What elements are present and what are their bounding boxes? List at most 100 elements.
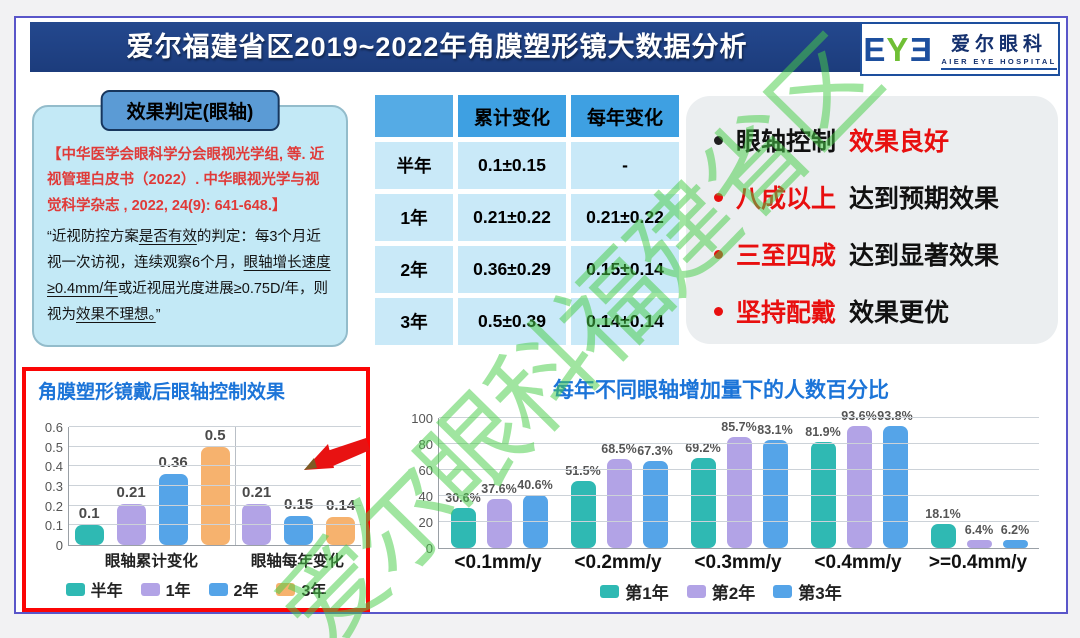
legend-item: 半年 [65, 577, 123, 601]
bar-value-label: 0.1 [78, 505, 100, 523]
y-tick-label: 0.1 [44, 518, 63, 534]
bar-group: 81.9%93.6%93.8% [799, 409, 919, 548]
bar: 18.1% [925, 507, 961, 548]
finding-item: 三至四成 达到显著效果 [714, 236, 1048, 272]
citation-part: 【中华医学会眼科学分会眼视光学组, 等. [47, 147, 310, 163]
legend-label: 第1年 [625, 584, 669, 603]
slide-title: 爱尔福建省区2019~2022年角膜塑形镜大数据分析 [126, 32, 748, 62]
criteria-header: 效果判定(眼轴) [100, 90, 280, 131]
bar: 93.6% [841, 409, 877, 548]
bar-group: 0.1 0.21 0.36 0.5 [69, 427, 235, 545]
legend-label: 1年 [165, 583, 191, 600]
table-value-cell: 0.21±0.22 [458, 194, 566, 241]
quote-text: “近视防控方案是否有效的判定：每3个月近视一次访视，连续观察6个月，眼轴增长速度… [47, 225, 333, 328]
y-tick-label: 0.4 [44, 459, 63, 475]
quote-part: 或近视屈光度进展≥0.75D/年，则视为 [47, 280, 328, 323]
findings-list: 眼轴控制 效果良好 八成以上 达到预期效果 三至四成 达到显著效果 坚持配戴 效果更优 [714, 122, 1048, 329]
y-tick-label: 40 [418, 489, 433, 504]
red-arrow-icon [304, 438, 370, 470]
bar: 85.7% [721, 420, 757, 548]
bar-value-label: 0.5 [204, 426, 226, 444]
category-label: <0.2mm/y [574, 552, 662, 573]
finding-item: 八成以上 达到预期效果 [714, 179, 1048, 215]
quote-part: 眼轴增长速度≥0.4mm/年 [47, 254, 331, 297]
bar-value-label: 0.21 [242, 483, 272, 501]
table-rowlabel-cell: 半年 [375, 142, 453, 189]
summary-table: 累计变化 每年变化 半年 0.1±0.15-1年 0.21±0.22 0.21±0.22 2… [370, 90, 684, 350]
bar-group: 18.1% 6.4% 6.2% [919, 418, 1039, 548]
category-label: <0.4mm/y [814, 552, 902, 573]
bar-value-label: 37.6% [481, 482, 517, 497]
table-row: 半年 0.1±0.15- [375, 142, 679, 189]
bar-group: 0.21 0.15 0.14 [235, 427, 361, 545]
bullet-dot [714, 249, 723, 259]
table-value-cell: - [571, 142, 679, 189]
bar: 67.3% [637, 444, 673, 548]
table-row: 1年 0.21±0.22 0.21±0.22 [375, 194, 679, 241]
gridline [69, 485, 361, 486]
y-tick-label: 20 [418, 515, 433, 530]
legend-label: 第2年 [711, 584, 756, 603]
logo-letter-reversed: E [909, 30, 933, 68]
table-value-cell: 0.1±0.15 [458, 142, 566, 189]
eye-logo-icon: EYE [863, 30, 933, 68]
legend-label: 3年 [301, 583, 327, 600]
finding-text: 八成以上 [736, 185, 837, 213]
chart2-title: 每年不同眼轴增加量下的人数百分比 [553, 379, 889, 402]
bar-value-label: 40.6% [517, 478, 553, 493]
quote-part: 是否有效 [138, 229, 197, 246]
bullet-dot [714, 192, 723, 202]
logo-letter: E [863, 30, 887, 68]
slide: 爱尔福建省区2019~2022年角膜塑形镜大数据分析 EYE 爱尔眼科 AIER… [14, 16, 1068, 638]
legend-swatch [276, 582, 296, 596]
y-tick-label: 0.3 [44, 479, 63, 494]
y-tick-label: 0 [425, 541, 433, 556]
bar: 0.1 [74, 505, 104, 545]
logo-cn-name: 爱尔眼科 [951, 33, 1048, 55]
bar: 81.9% [805, 425, 841, 548]
y-tick-label: 0.2 [44, 498, 63, 514]
y-tick-label: 0.6 [44, 420, 63, 435]
finding-text: 效果良好 [849, 128, 950, 156]
bar: 30.6% [445, 491, 481, 548]
criteria-box: 效果判定(眼轴) 【中华医学会眼科学分会眼视光学组, 等. 近视管理白皮书（20… [32, 90, 348, 347]
aier-logo: EYE 爱尔眼科 AIER EYE HOSPITAL [860, 22, 1060, 76]
finding-item: 坚持配戴 效果更优 [714, 293, 1048, 329]
legend-item: 第3年 [773, 579, 842, 604]
bar-value-label: 51.5% [565, 464, 601, 479]
legend-swatch [686, 585, 706, 598]
bar: 83.1% [757, 423, 793, 548]
bar: 37.6% [481, 482, 517, 548]
bar: 0.5 [200, 427, 230, 545]
bar-value-label: 0.14 [326, 497, 356, 515]
bar-value-label: 18.1% [925, 507, 961, 522]
bar-value-label: 93.8% [877, 409, 912, 423]
chart1-x-labels: 眼轴累计变化 眼轴每年变化 [68, 549, 360, 571]
bullet-dot [714, 306, 723, 316]
citation-text: 【中华医学会眼科学分会眼视光学组, 等. 近视管理白皮书（2022）. 中华眼视… [47, 143, 333, 219]
bar: 93.8% [877, 409, 913, 548]
gridline [69, 445, 361, 447]
group-label: 眼轴每年变化 [250, 553, 344, 570]
chart1-bars: 0.1 0.21 0.36 0.5 0.21 0.15 0.14 [69, 427, 361, 545]
citation-part: . 中华眼视光学与视觉科学杂志 , 2022, 24(9): 641-648.】 [47, 172, 320, 214]
group-label: 眼轴累计变化 [104, 553, 198, 570]
bar: 51.5% [565, 464, 601, 548]
table-value-cell: 0.14±0.14 [571, 298, 679, 345]
quote-part: “近视防控方案 [47, 229, 139, 246]
gridline [69, 504, 361, 506]
table-corner-cell [375, 95, 453, 137]
bar-value-label: 85.7% [721, 419, 757, 434]
table-header-row: 累计变化 每年变化 [375, 95, 679, 137]
category-label: <0.1mm/y [454, 552, 542, 573]
gridline [439, 417, 1039, 418]
gridline [69, 426, 361, 427]
finding-text: 效果更优 [849, 299, 950, 327]
finding-text: 达到显著效果 [849, 242, 1000, 270]
bar-value-label: 93.6% [841, 409, 877, 424]
table-value-cell: 0.36±0.29 [458, 246, 566, 293]
chart2-legend: 第1年 第2年 第3年 [382, 579, 1060, 604]
bar: 6.2% [1001, 523, 1029, 548]
chart1-plot-area: 0.1 0.21 0.36 0.5 0.21 0.15 0.14 0 0.1 0.2 0.3 0.4… [45, 420, 361, 553]
